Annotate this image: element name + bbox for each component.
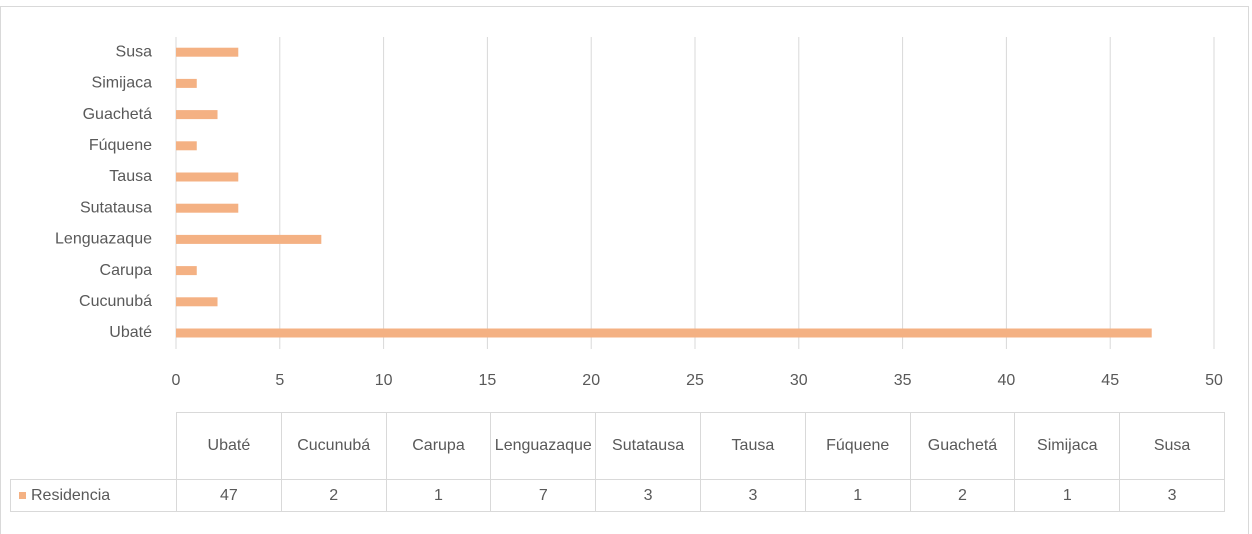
table-header-cell: Susa [1119, 412, 1225, 480]
y-tick-label: Simijaca [92, 75, 153, 92]
x-tick-label: 25 [686, 372, 704, 389]
x-tick-label: 15 [479, 372, 497, 389]
bar [176, 297, 218, 307]
x-tick-label: 20 [582, 372, 600, 389]
bar [176, 47, 239, 57]
bar [176, 172, 239, 182]
table-value-cell: 1 [385, 479, 492, 512]
table-value-cell: 1 [804, 479, 911, 512]
y-tick-label: Tausa [109, 168, 152, 185]
table-header-cell: Fúquene [804, 412, 911, 480]
x-tick-label: 35 [894, 372, 912, 389]
y-tick-label: Carupa [100, 262, 153, 279]
bar [176, 328, 1152, 338]
legend-cell: Residencia [10, 479, 177, 512]
table-header-cell: Ubaté [176, 412, 282, 480]
y-tick-label: Ubaté [109, 324, 152, 341]
table-header-cell: Carupa [385, 412, 492, 480]
x-tick-label: 5 [275, 372, 284, 389]
bar [176, 234, 322, 244]
y-tick-label: Guachetá [83, 106, 152, 123]
x-tick-label: 45 [1101, 372, 1119, 389]
x-tick-label: 10 [375, 372, 393, 389]
y-tick-label: Lenguazaque [55, 231, 152, 248]
table-header-cell: Sutatausa [595, 412, 701, 480]
table-header-cell: Guachetá [909, 412, 1016, 480]
x-tick-label: 30 [790, 372, 808, 389]
table-value-cell: 3 [595, 479, 701, 512]
x-tick-label: 40 [998, 372, 1016, 389]
table-header-cell: Simijaca [1014, 412, 1121, 480]
bar [176, 203, 239, 213]
table-value-cell: 1 [1014, 479, 1121, 512]
y-tick-label: Cucunubá [79, 293, 152, 310]
legend-swatch [19, 492, 26, 499]
y-tick-label: Sutatausa [80, 199, 152, 216]
table-value-cell: 2 [280, 479, 387, 512]
table-value-cell: 3 [700, 479, 806, 512]
bar [176, 110, 218, 120]
x-tick-label: 50 [1205, 372, 1223, 389]
table-value-cell: 2 [909, 479, 1016, 512]
table-value-cell: 7 [490, 479, 597, 512]
table-header-cell: Tausa [700, 412, 806, 480]
x-tick-label: 0 [172, 372, 181, 389]
table-header-cell: Lenguazaque [490, 412, 597, 480]
bar [176, 78, 197, 88]
bar [176, 141, 197, 151]
chart-border [0, 6, 1249, 534]
table-header-cell: Cucunubá [280, 412, 387, 480]
y-tick-label: Susa [116, 43, 153, 60]
table-value-cell: 47 [176, 479, 282, 512]
bar [176, 266, 197, 276]
table-value-cell: 3 [1119, 479, 1225, 512]
legend-label: Residencia [31, 486, 111, 504]
y-tick-label: Fúquene [89, 137, 152, 154]
